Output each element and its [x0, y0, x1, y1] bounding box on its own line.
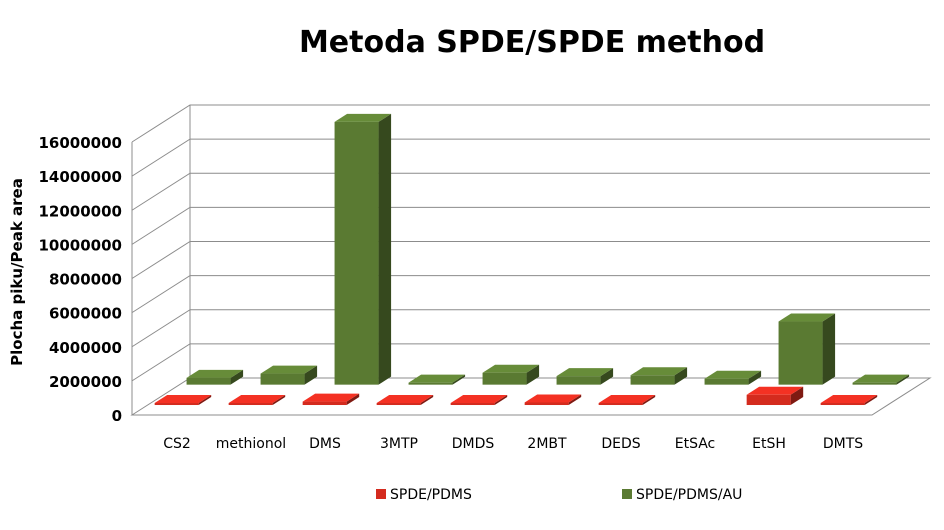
- bar-spde-pdms-au-2mbt: [556, 368, 614, 385]
- bar-spde-pdms-au-etsh: [778, 313, 836, 385]
- y-tick-label: 10000000: [39, 236, 123, 254]
- bar-spde-pdms-au-deds: [630, 367, 688, 385]
- bar-spde-pdms-au-dmts: [852, 374, 910, 385]
- bar-spde-pdms-etsh: [746, 386, 804, 406]
- legend-item: SPDE/PDMS/AU: [622, 487, 742, 503]
- x-tick-label: CS2: [163, 436, 191, 452]
- x-tick-label: EtSAc: [675, 436, 716, 452]
- y-axis-label: Plocha piku/Peak area: [8, 178, 26, 366]
- y-tick-label: 8000000: [49, 271, 122, 289]
- y-tick-label: 12000000: [39, 202, 123, 220]
- bar-spde-pdms-dmts: [820, 395, 878, 406]
- legend-label: SPDE/PDMS: [390, 487, 472, 503]
- x-tick-label: EtSH: [752, 436, 786, 452]
- y-tick-label: 2000000: [49, 373, 122, 391]
- gridline: [131, 138, 930, 177]
- legend-swatch: [622, 489, 632, 499]
- bar-spde-pdms-au-dms: [334, 113, 392, 385]
- bar-spde-pdms-au-methionol: [260, 365, 318, 385]
- gridline: [131, 172, 930, 211]
- x-tick-label: DMDS: [452, 436, 495, 452]
- bar-spde-pdms-dmds: [450, 395, 508, 406]
- x-tick-label: DMTS: [823, 436, 863, 452]
- gridlines: [131, 104, 930, 382]
- gridline: [131, 206, 930, 245]
- legend-item: SPDE/PDMS: [376, 487, 472, 503]
- bar-spde-pdms-au-etsac: [704, 370, 762, 385]
- floor: [130, 377, 932, 416]
- x-tick-label: DEDS: [601, 436, 640, 452]
- bar-spde-pdms-cs2: [154, 395, 212, 406]
- gridline: [131, 104, 930, 143]
- bars: [154, 113, 910, 406]
- legend-swatch: [376, 489, 386, 499]
- bar-spde-pdms-au-cs2: [186, 369, 244, 385]
- legend: SPDE/PDMS SPDE/PDMS/AU: [376, 487, 742, 503]
- gridline: [131, 275, 930, 314]
- gridline: [131, 241, 930, 279]
- chart-title: Metoda SPDE/SPDE method: [299, 25, 765, 60]
- chart-walls: [130, 105, 932, 416]
- bar-spde-pdms-2mbt: [524, 394, 582, 406]
- y-tick-label: 6000000: [49, 305, 122, 323]
- legend-label: SPDE/PDMS/AU: [636, 487, 742, 503]
- y-tick-label: 14000000: [39, 168, 123, 186]
- x-tick-label: DMS: [309, 436, 341, 452]
- bar-spde-pdms-au-3mtp: [408, 374, 466, 385]
- gridline: [131, 343, 930, 382]
- x-tick-labels: CS2 methionol DMS 3MTP DMDS 2MBT DEDS EtSAc EtSH…: [163, 436, 863, 452]
- x-tick-label: methionol: [216, 436, 286, 452]
- x-tick-label: 3MTP: [380, 436, 418, 452]
- bar-spde-pdms-methionol: [228, 395, 286, 406]
- x-tick-label: 2MBT: [527, 436, 567, 452]
- y-tick-label: 4000000: [49, 339, 122, 357]
- bar-spde-pdms-au-dmds: [482, 364, 540, 385]
- y-tick-label: 16000000: [39, 134, 123, 152]
- gridline: [131, 309, 930, 348]
- bar-spde-pdms-deds: [598, 395, 656, 406]
- y-tick-labels: 0 2000000 4000000 6000000 8000000 10000000 120…: [39, 134, 123, 425]
- y-tick-label: 0: [112, 407, 122, 425]
- bar-spde-pdms-dms: [302, 393, 360, 406]
- bar-spde-pdms-3mtp: [376, 395, 434, 406]
